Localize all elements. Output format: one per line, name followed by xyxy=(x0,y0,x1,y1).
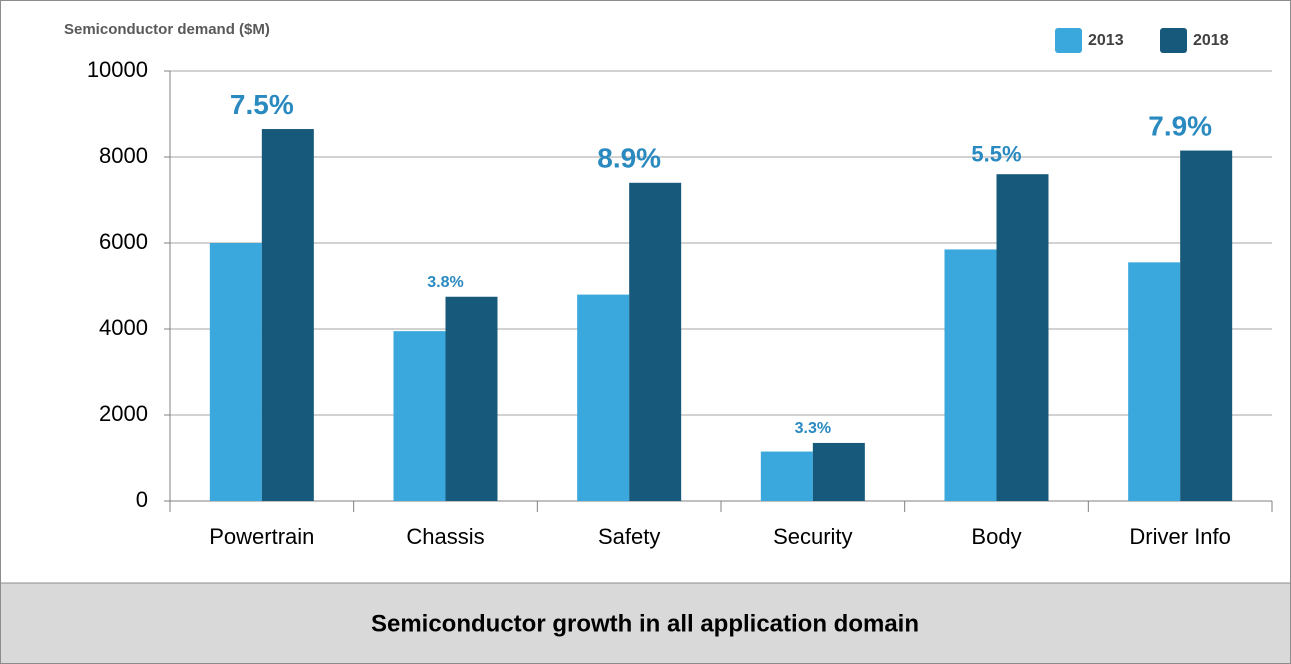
x-tick-label: Body xyxy=(971,524,1021,549)
x-tick-label: Safety xyxy=(598,524,660,549)
y-tick-label: 10000 xyxy=(87,57,148,82)
x-tick-label: Powertrain xyxy=(209,524,314,549)
bar xyxy=(944,249,997,501)
bar xyxy=(445,296,498,501)
bar xyxy=(209,243,262,501)
y-tick-label: 6000 xyxy=(99,229,148,254)
bar xyxy=(760,451,813,501)
y-tick-label: 0 xyxy=(136,487,148,512)
y-tick-label: 2000 xyxy=(99,401,148,426)
caption: Semiconductor growth in all application … xyxy=(371,610,919,637)
y-tick-label: 8000 xyxy=(99,143,148,168)
x-tick-label: Chassis xyxy=(406,524,484,549)
bar xyxy=(393,331,446,501)
growth-label: 8.9% xyxy=(597,143,661,174)
x-tick-label: Security xyxy=(773,524,852,549)
caption-box xyxy=(0,582,1291,664)
y-tick-label: 4000 xyxy=(99,315,148,340)
legend-swatch xyxy=(1160,28,1187,53)
bar xyxy=(629,182,682,502)
legend-swatch xyxy=(1055,28,1082,53)
x-tick-label: Driver Info xyxy=(1129,524,1230,549)
legend-label: 2013 xyxy=(1088,32,1124,49)
growth-label: 7.5% xyxy=(230,89,294,120)
bar xyxy=(577,294,630,501)
growth-label: 7.9% xyxy=(1148,110,1212,141)
growth-label: 5.5% xyxy=(971,142,1021,167)
growth-label: 3.8% xyxy=(427,274,463,291)
bar xyxy=(1180,150,1233,502)
bar xyxy=(812,442,865,501)
bar xyxy=(1128,262,1181,501)
bar xyxy=(996,174,1049,501)
y-axis-title: Semiconductor demand ($M) xyxy=(64,21,270,38)
bar xyxy=(261,129,314,502)
growth-label: 3.3% xyxy=(795,420,831,437)
legend-label: 2018 xyxy=(1193,32,1229,49)
